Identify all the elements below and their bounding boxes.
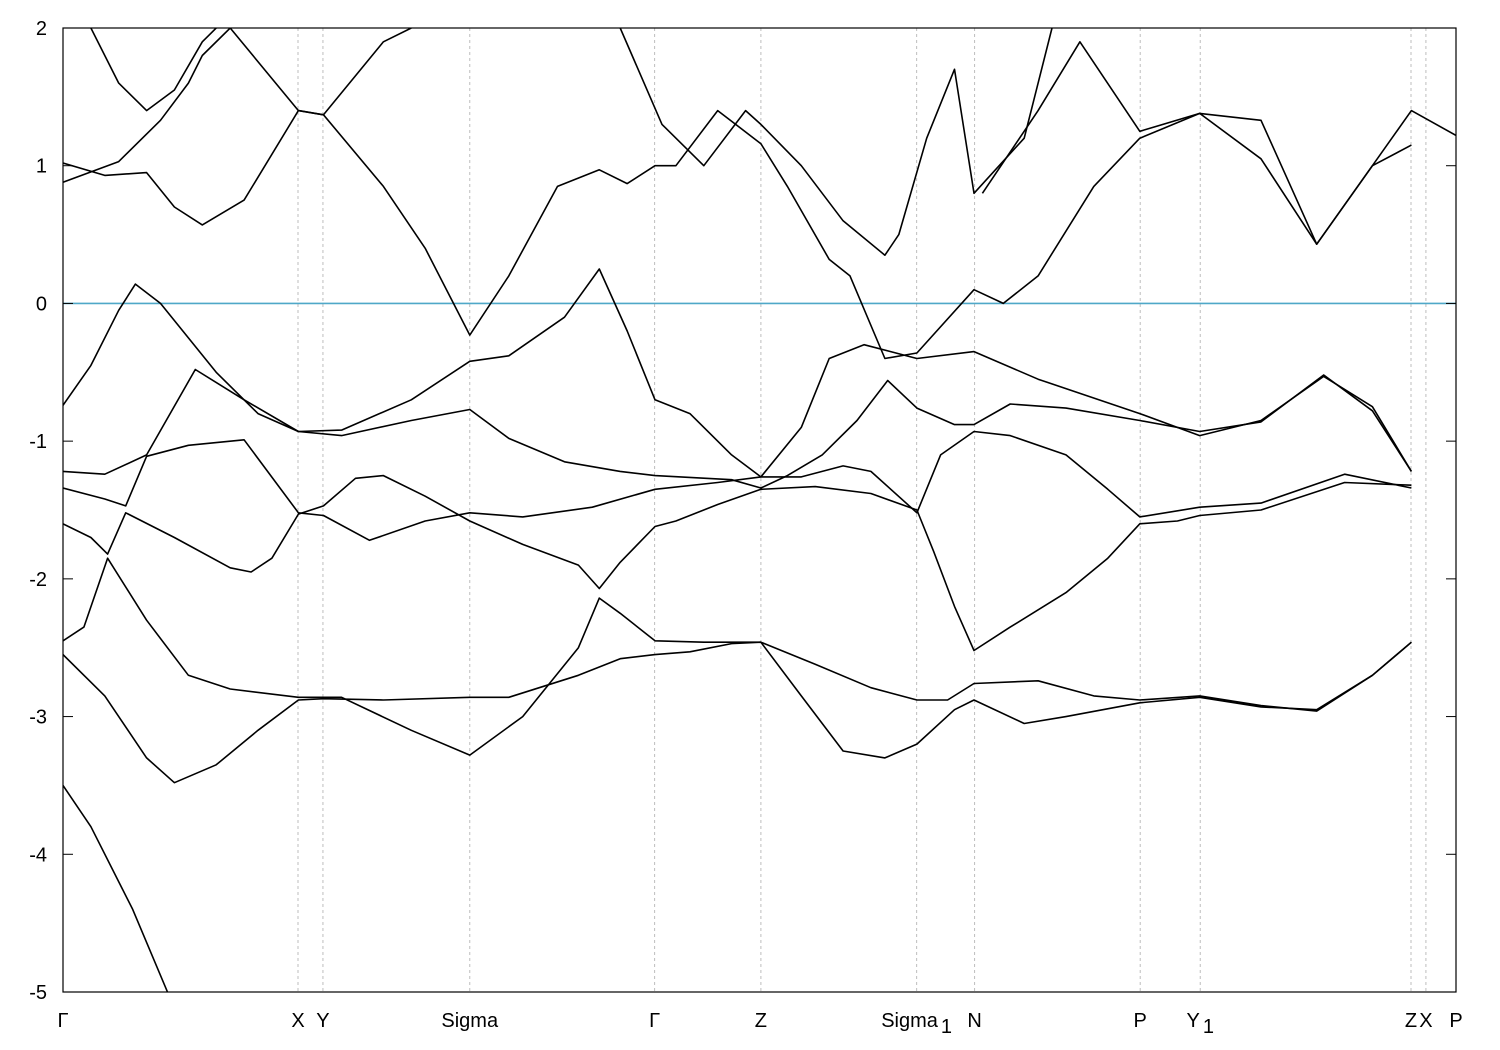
kpoint-label: X — [291, 1010, 304, 1032]
band-line — [619, 28, 1053, 256]
band-line — [981, 41, 1456, 245]
y-tick-label: 2 — [36, 18, 47, 40]
y-tick-label: -2 — [29, 569, 47, 591]
kpoint-label: Z — [1405, 1010, 1417, 1032]
y-tick-label: -1 — [29, 431, 47, 453]
kpoint-label: X — [1419, 1010, 1432, 1032]
kpoint-label: Sigma 1 — [881, 1010, 952, 1038]
y-tick-label: -5 — [29, 982, 47, 1004]
band-line — [63, 368, 1413, 489]
kpoint-label: P — [1449, 1010, 1462, 1032]
band-line — [63, 557, 1412, 759]
band-line — [63, 28, 231, 183]
kpoint-label: Γ — [57, 1010, 68, 1032]
kpoint-label: Γ — [649, 1010, 660, 1032]
kpoint-label: P — [1134, 1010, 1147, 1032]
band-line — [63, 641, 1412, 784]
band-line — [63, 109, 1412, 360]
kpoint-label: N — [967, 1010, 981, 1032]
band-line — [63, 430, 1412, 542]
y-tick-label: 1 — [36, 156, 47, 178]
y-tick-label: 0 — [36, 293, 47, 315]
kpoint-label: Y — [316, 1010, 329, 1032]
y-tick-label: -4 — [29, 844, 47, 866]
plot-frame — [62, 27, 1457, 993]
y-axis: -5 -4 -3 -2 -1 0 1 2 — [29, 18, 1456, 1004]
band-lines — [63, 28, 1456, 992]
band-line — [63, 268, 1413, 478]
y-tick-label: -3 — [29, 707, 47, 729]
kpoint-label: Sigma — [441, 1010, 499, 1032]
band-line — [63, 784, 169, 992]
band-line — [229, 28, 412, 116]
x-axis: Γ X Y Sigma Γ Z Sigma 1 N P Y 1 Z X P — [57, 1010, 1462, 1038]
band-line — [90, 28, 217, 112]
band-line — [63, 474, 1412, 652]
kpoint-label: Z — [755, 1010, 767, 1032]
